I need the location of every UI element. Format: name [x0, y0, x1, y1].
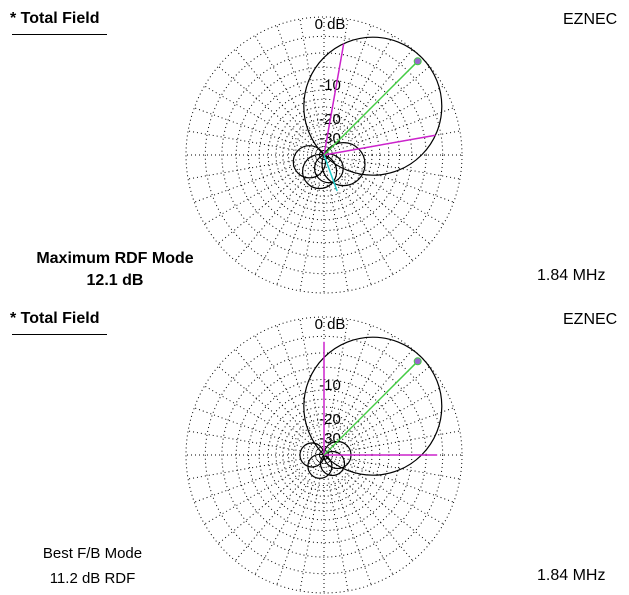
grid-spoke [323, 154, 460, 180]
polar-grid [185, 16, 463, 294]
grid-spoke [204, 454, 325, 525]
radial-tick-label: 0 dB [315, 316, 346, 333]
grid-spoke [204, 385, 325, 456]
grid-spoke [323, 385, 444, 456]
grid-spoke [323, 154, 414, 262]
beamwidth-line [323, 134, 436, 156]
grid-spoke [204, 85, 325, 156]
grid-spoke [254, 154, 325, 275]
grid-spoke [188, 454, 325, 480]
frequency-label: 1.84 MHz [537, 567, 606, 584]
polar-plot-panel-1: 0 dB-10-20-30 * Total Field EZNEC Maximu… [0, 0, 629, 295]
grid-spoke [323, 154, 394, 275]
grid-spoke [204, 154, 325, 225]
grid-spoke [323, 454, 454, 503]
grid-spoke [323, 454, 431, 545]
grid-spoke [234, 48, 325, 156]
grid-spoke [323, 335, 394, 456]
polar-plot-panel-2: 0 dB -10 -20 -30 * Total Field EZNEC Best F… [0, 300, 629, 595]
pattern-lobe [303, 336, 443, 476]
grid-circle [235, 66, 413, 244]
polar-plot-1: 0 dB-10-20-30 [185, 16, 463, 294]
grid-spoke [217, 154, 325, 245]
back-lobe-line [323, 154, 338, 192]
mode-value: 12.1 dB [86, 272, 144, 289]
max-gain-marker [413, 57, 422, 66]
radiation-pattern [292, 36, 443, 190]
pattern-lobe [321, 142, 366, 187]
grid-spoke [234, 348, 325, 456]
grid-circle [288, 119, 360, 191]
grid-spoke [188, 130, 325, 156]
field-title: * Total Field [10, 10, 100, 27]
grid-spoke [323, 454, 414, 562]
grid-spoke [323, 348, 414, 456]
radial-tick-label: -10 [319, 377, 341, 394]
grid-spoke [323, 35, 394, 156]
grid-spoke [234, 154, 325, 262]
grid-circle [204, 335, 444, 575]
title-underline [12, 334, 107, 335]
grid-spoke [217, 365, 325, 456]
grid-circle [185, 16, 463, 294]
grid-spoke [254, 35, 325, 156]
grid-spoke [323, 48, 414, 156]
grid-spoke [323, 154, 431, 245]
grid-spoke [254, 335, 325, 456]
pattern-lobe [302, 153, 338, 190]
brand-label: EZNEC [563, 11, 618, 28]
title-underline [12, 34, 107, 35]
radial-tick-label: -20 [319, 411, 341, 428]
grid-spoke [234, 454, 325, 562]
grid-spoke [254, 454, 325, 575]
max-gain-line [323, 360, 419, 456]
field-title: * Total Field [10, 310, 100, 327]
grid-spoke [323, 454, 444, 525]
grid-spoke [323, 454, 394, 575]
pattern-lobe [303, 36, 443, 176]
brand-label: EZNEC [563, 311, 618, 328]
grid-circle [204, 35, 444, 275]
radial-tick-label: -30 [319, 130, 341, 147]
polar-plot-2: 0 dB-10-20-30 [185, 316, 463, 594]
grid-spoke [217, 454, 325, 545]
grid-spoke [188, 430, 325, 456]
grid-circle [282, 113, 366, 197]
grid-spoke [323, 154, 454, 203]
grid-circle [221, 52, 427, 258]
grid-spoke [323, 154, 444, 225]
mode-label: Best F/B Mode [42, 545, 143, 562]
grid-spoke [323, 365, 431, 456]
mode-label: Maximum RDF Mode [36, 250, 194, 267]
grid-spoke [323, 65, 431, 156]
pattern-lobe [292, 145, 327, 179]
max-gain-marker [413, 357, 422, 366]
grid-spoke [217, 65, 325, 156]
grid-circle [248, 79, 400, 231]
max-gain-line [323, 60, 419, 156]
grid-circle [293, 124, 355, 186]
grid-spoke [323, 85, 444, 156]
radial-tick-label: 0 dB [315, 16, 346, 33]
frequency-label: 1.84 MHz [537, 267, 606, 284]
mode-value: 11.2 dB RDF [49, 570, 136, 587]
beamwidth-line [323, 43, 345, 156]
